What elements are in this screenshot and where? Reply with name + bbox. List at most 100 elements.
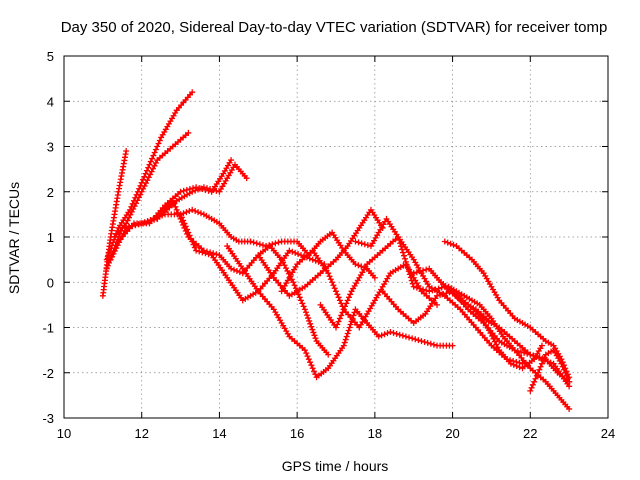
- trace-mark: [173, 206, 180, 213]
- trace-mark: [393, 330, 400, 337]
- y-axis-label: SDTVAR / TECUs: [6, 182, 22, 294]
- trace-mark: [149, 155, 156, 162]
- y-tick-label: 0: [47, 275, 54, 290]
- trace-mark: [309, 326, 316, 333]
- data-point: [301, 347, 308, 354]
- trace-mark: [306, 255, 313, 262]
- data-point: [426, 288, 433, 295]
- trace-mark: [202, 186, 209, 193]
- data-point: [402, 333, 409, 340]
- trace-mark: [381, 331, 388, 338]
- trace-mark: [402, 258, 409, 265]
- trace-mark: [343, 333, 350, 340]
- trace-mark: [564, 375, 571, 382]
- trace-mark: [334, 321, 341, 328]
- trace-mark: [333, 288, 339, 295]
- trace-mark: [292, 249, 299, 256]
- series-layer: [99, 89, 573, 412]
- trace-mark: [421, 338, 428, 345]
- trace-mark: [416, 268, 423, 275]
- trace-mark: [415, 337, 422, 344]
- trace-mark: [199, 186, 206, 193]
- trace-mark: [447, 240, 454, 247]
- trace-mark: [296, 294, 303, 301]
- trace-mark: [298, 297, 305, 304]
- trace-mark: [443, 290, 450, 297]
- trace-mark: [309, 365, 316, 372]
- data-point: [123, 148, 130, 155]
- trace-mark: [521, 349, 528, 356]
- x-tick-label: 20: [445, 426, 459, 441]
- trace-mark: [559, 363, 566, 370]
- x-tick-label: 10: [57, 426, 71, 441]
- trace-mark: [404, 265, 411, 272]
- trace-mark: [399, 246, 406, 253]
- trace-mark: [401, 255, 408, 262]
- data-point: [333, 324, 339, 331]
- trace-mark: [403, 261, 410, 268]
- data-point: [263, 243, 270, 250]
- data-point: [228, 157, 235, 164]
- data-point: [142, 170, 149, 177]
- x-tick-label: 14: [212, 426, 226, 441]
- trace-mark: [190, 241, 197, 248]
- trace-mark: [266, 242, 273, 249]
- trace-mark: [308, 323, 315, 330]
- trace-mark: [346, 324, 353, 331]
- trace-mark: [145, 164, 152, 171]
- trace-mark: [423, 287, 430, 294]
- trace-mark: [406, 334, 413, 341]
- trace-mark: [529, 381, 536, 388]
- data-point: [228, 265, 235, 272]
- x-tick-label: 24: [601, 426, 615, 441]
- trace-mark: [148, 168, 155, 175]
- trace-mark: [143, 167, 150, 174]
- trace-mark: [409, 335, 416, 342]
- trace-mark: [560, 366, 567, 373]
- data-point: [371, 274, 378, 281]
- trace-mark: [384, 330, 391, 337]
- trace-mark: [399, 332, 406, 339]
- trace-mark: [329, 279, 336, 286]
- data-point: [290, 279, 297, 286]
- trace-mark: [183, 209, 190, 216]
- trace-mark: [305, 315, 312, 322]
- trace-mark: [528, 384, 535, 391]
- trace-mark: [438, 284, 445, 291]
- trace-mark: [540, 357, 547, 364]
- trace-mark: [105, 259, 112, 266]
- trace-mark: [344, 330, 351, 337]
- trace-mark: [444, 239, 451, 246]
- trace-mark: [343, 300, 350, 307]
- y-tick-label: 1: [47, 230, 54, 245]
- trace-mark: [253, 240, 260, 247]
- trace-mark: [180, 210, 187, 217]
- trace-mark: [191, 244, 198, 251]
- trace-mark: [196, 248, 203, 255]
- trace-mark: [184, 226, 191, 233]
- x-axis-label: GPS time / hours: [282, 458, 389, 474]
- trace-mark: [430, 341, 437, 348]
- trace-mark: [437, 291, 444, 298]
- trace-mark: [308, 362, 315, 369]
- trace-mark: [151, 162, 158, 169]
- data-point: [103, 265, 110, 272]
- data-point: [340, 342, 347, 349]
- trace-mark: [533, 372, 540, 379]
- trace-mark: [150, 165, 157, 172]
- trace-mark: [427, 340, 434, 347]
- trace-mark: [446, 289, 453, 296]
- trace-mark: [429, 287, 436, 294]
- trace-mark: [406, 271, 413, 278]
- series-sat-k: [255, 206, 386, 299]
- data-point: [243, 175, 250, 182]
- y-tick-label: 5: [47, 49, 54, 64]
- trace-mark: [154, 143, 161, 150]
- trace-mark: [339, 309, 346, 316]
- trace-mark: [358, 240, 365, 247]
- trace-mark: [408, 277, 415, 284]
- data-point: [387, 329, 394, 336]
- series-sat-f: [115, 157, 235, 245]
- trace-mark: [396, 331, 403, 338]
- trace-mark: [396, 237, 403, 244]
